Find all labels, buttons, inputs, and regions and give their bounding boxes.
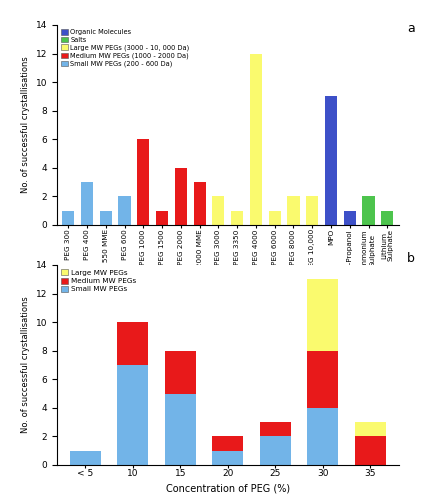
Bar bbox=[165, 394, 196, 465]
Bar bbox=[212, 196, 224, 225]
Legend: Organic Molecules, Salts, Large MW PEGs (3000 - 10, 000 Da), Medium MW PEGs (100: Organic Molecules, Salts, Large MW PEGs … bbox=[60, 28, 190, 68]
Bar bbox=[268, 210, 281, 225]
Bar bbox=[363, 196, 374, 225]
Bar bbox=[212, 450, 243, 465]
Bar bbox=[250, 54, 262, 225]
Bar bbox=[81, 182, 93, 225]
Bar bbox=[137, 140, 149, 225]
Bar bbox=[62, 210, 74, 225]
Legend: Large MW PEGs, Medium MW PEGs, Small MW PEGs: Large MW PEGs, Medium MW PEGs, Small MW … bbox=[60, 268, 138, 293]
Y-axis label: No. of successful crystallisations: No. of successful crystallisations bbox=[21, 296, 30, 434]
X-axis label: Concentration of PEG (%): Concentration of PEG (%) bbox=[166, 484, 290, 494]
Bar bbox=[287, 196, 300, 225]
Bar bbox=[355, 422, 385, 436]
X-axis label: Precipitants: Precipitants bbox=[199, 290, 257, 300]
Bar bbox=[381, 210, 393, 225]
Bar bbox=[194, 182, 206, 225]
Bar bbox=[156, 210, 168, 225]
Bar bbox=[306, 196, 318, 225]
Bar bbox=[260, 422, 291, 436]
Bar bbox=[212, 436, 243, 450]
Bar bbox=[260, 436, 291, 465]
Bar bbox=[307, 280, 338, 350]
Bar bbox=[117, 365, 148, 465]
Text: a: a bbox=[407, 22, 415, 36]
Bar bbox=[231, 210, 243, 225]
Bar bbox=[117, 322, 148, 365]
Bar bbox=[118, 196, 131, 225]
Text: b: b bbox=[407, 252, 415, 266]
Bar bbox=[307, 350, 338, 408]
Bar bbox=[70, 450, 101, 465]
Bar bbox=[99, 210, 112, 225]
Bar bbox=[355, 436, 385, 465]
Bar bbox=[325, 96, 337, 225]
Bar bbox=[165, 350, 196, 394]
Bar bbox=[344, 210, 356, 225]
Bar bbox=[307, 408, 338, 465]
Bar bbox=[175, 168, 187, 225]
Y-axis label: No. of successful crystallisations: No. of successful crystallisations bbox=[21, 56, 30, 194]
